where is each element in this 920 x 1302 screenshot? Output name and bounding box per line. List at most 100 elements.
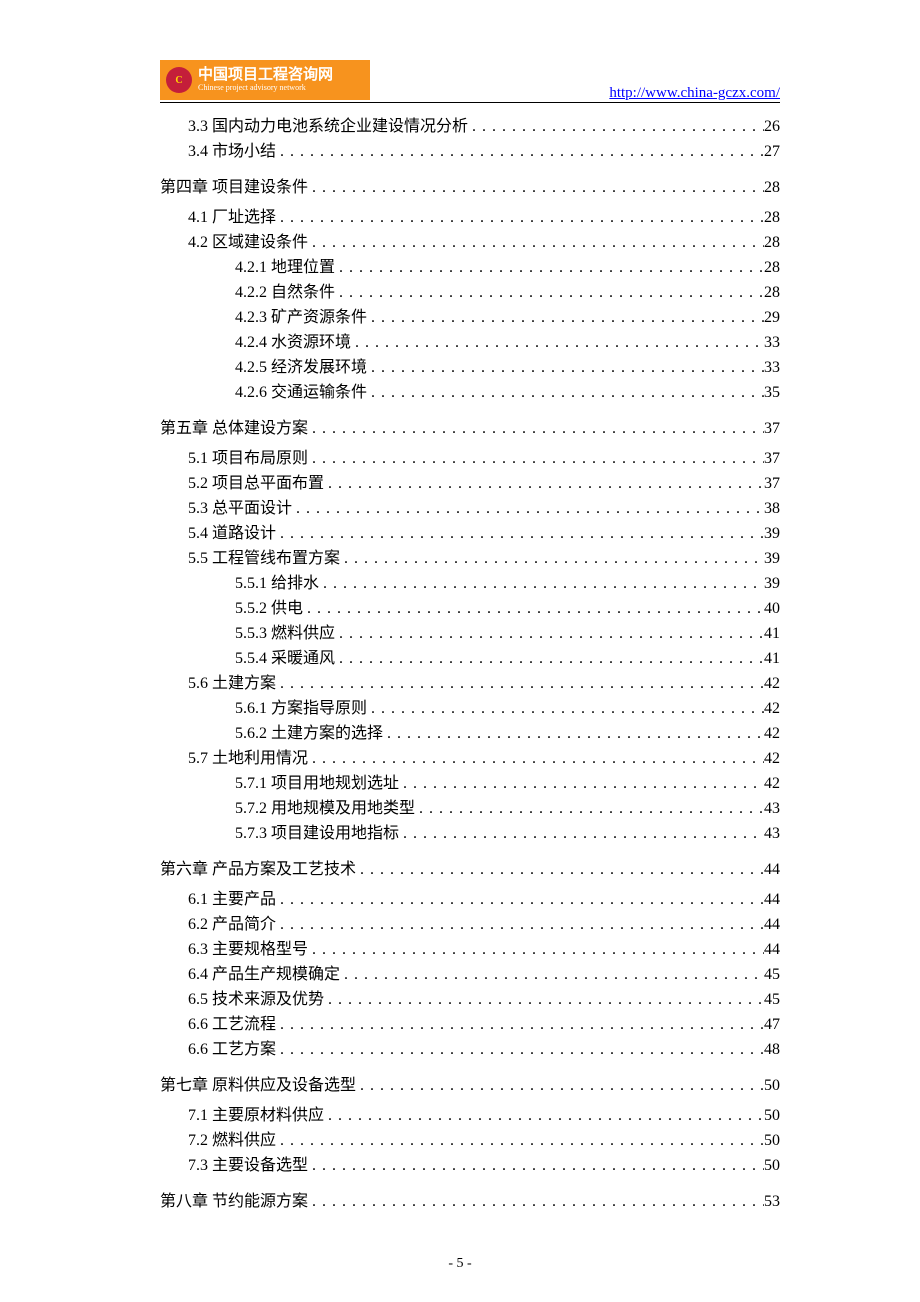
toc-page: 26 <box>764 115 780 139</box>
toc-entry: 5.2 项目总平面布置 . . . . . . . . . . . . . . … <box>160 472 780 496</box>
toc-page: 48 <box>764 1038 780 1062</box>
toc-entry: 第六章 产品方案及工艺技术 . . . . . . . . . . . . . … <box>160 858 780 882</box>
toc-page: 43 <box>764 822 780 846</box>
toc-page: 50 <box>764 1154 780 1178</box>
toc-dots: . . . . . . . . . . . . . . . . . . . . … <box>308 938 764 962</box>
toc-page: 39 <box>764 547 780 571</box>
toc-dots: . . . . . . . . . . . . . . . . . . . . … <box>415 797 764 821</box>
toc-page: 45 <box>764 988 780 1012</box>
toc-label: 4.2 区域建设条件 <box>188 231 308 255</box>
toc-entry: 6.3 主要规格型号 . . . . . . . . . . . . . . .… <box>160 938 780 962</box>
toc-label: 7.1 主要原材料供应 <box>188 1104 324 1128</box>
toc-label: 4.2.4 水资源环境 <box>235 331 351 355</box>
toc-page: 44 <box>764 938 780 962</box>
toc-page: 33 <box>764 331 780 355</box>
toc-dots: . . . . . . . . . . . . . . . . . . . . … <box>351 331 764 355</box>
toc-label: 5.7 土地利用情况 <box>188 747 308 771</box>
toc-dots: . . . . . . . . . . . . . . . . . . . . … <box>324 988 764 1012</box>
toc-dots: . . . . . . . . . . . . . . . . . . . . … <box>356 858 764 882</box>
toc-dots: . . . . . . . . . . . . . . . . . . . . … <box>383 722 764 746</box>
toc-entry: 7.2 燃料供应 . . . . . . . . . . . . . . . .… <box>160 1129 780 1153</box>
toc-entry: 4.2.4 水资源环境 . . . . . . . . . . . . . . … <box>160 331 780 355</box>
toc-page: 47 <box>764 1013 780 1037</box>
toc-entry: 4.2.6 交通运输条件 . . . . . . . . . . . . . .… <box>160 381 780 405</box>
toc-page: 43 <box>764 797 780 821</box>
toc-label: 5.6.1 方案指导原则 <box>235 697 367 721</box>
toc-dots: . . . . . . . . . . . . . . . . . . . . … <box>399 772 764 796</box>
toc-label: 4.2.3 矿产资源条件 <box>235 306 367 330</box>
toc-entry: 第七章 原料供应及设备选型 . . . . . . . . . . . . . … <box>160 1074 780 1098</box>
toc-dots: . . . . . . . . . . . . . . . . . . . . … <box>308 747 764 771</box>
toc-dots: . . . . . . . . . . . . . . . . . . . . … <box>276 672 764 696</box>
toc-page: 29 <box>764 306 780 330</box>
toc-page: 40 <box>764 597 780 621</box>
toc-entry: 4.2.2 自然条件 . . . . . . . . . . . . . . .… <box>160 281 780 305</box>
toc-dots: . . . . . . . . . . . . . . . . . . . . … <box>276 913 764 937</box>
toc-dots: . . . . . . . . . . . . . . . . . . . . … <box>340 547 764 571</box>
toc-label: 6.6 工艺方案 <box>188 1038 276 1062</box>
toc-label: 5.5.4 采暖通风 <box>235 647 335 671</box>
toc-label: 5.5.3 燃料供应 <box>235 622 335 646</box>
toc-page: 28 <box>764 256 780 280</box>
toc-entry: 5.7 土地利用情况 . . . . . . . . . . . . . . .… <box>160 747 780 771</box>
toc-dots: . . . . . . . . . . . . . . . . . . . . … <box>468 115 764 139</box>
toc-entry: 4.2 区域建设条件 . . . . . . . . . . . . . . .… <box>160 231 780 255</box>
logo-text: 中国项目工程咨询网 Chinese project advisory netwo… <box>198 67 333 92</box>
toc-entry: 第八章 节约能源方案 . . . . . . . . . . . . . . .… <box>160 1190 780 1214</box>
toc-dots: . . . . . . . . . . . . . . . . . . . . … <box>319 572 764 596</box>
toc-dots: . . . . . . . . . . . . . . . . . . . . … <box>324 472 764 496</box>
toc-entry: 5.5.4 采暖通风 . . . . . . . . . . . . . . .… <box>160 647 780 671</box>
toc-entry: 5.1 项目布局原则 . . . . . . . . . . . . . . .… <box>160 447 780 471</box>
toc-entry: 4.2.5 经济发展环境 . . . . . . . . . . . . . .… <box>160 356 780 380</box>
toc-entry: 6.6 工艺流程 . . . . . . . . . . . . . . . .… <box>160 1013 780 1037</box>
toc-label: 5.2 项目总平面布置 <box>188 472 324 496</box>
toc-dots: . . . . . . . . . . . . . . . . . . . . … <box>276 522 764 546</box>
toc-label: 第五章 总体建设方案 <box>160 417 308 441</box>
toc-entry: 5.4 道路设计 . . . . . . . . . . . . . . . .… <box>160 522 780 546</box>
toc-label: 5.6 土建方案 <box>188 672 276 696</box>
toc-label: 6.3 主要规格型号 <box>188 938 308 962</box>
toc-label: 5.5.2 供电 <box>235 597 303 621</box>
toc-dots: . . . . . . . . . . . . . . . . . . . . … <box>367 306 764 330</box>
toc-entry: 7.3 主要设备选型 . . . . . . . . . . . . . . .… <box>160 1154 780 1178</box>
toc-label: 5.5.1 给排水 <box>235 572 319 596</box>
toc-label: 6.6 工艺流程 <box>188 1013 276 1037</box>
toc-dots: . . . . . . . . . . . . . . . . . . . . … <box>276 1013 764 1037</box>
toc-label: 5.3 总平面设计 <box>188 497 292 521</box>
toc-entry: 7.1 主要原材料供应 . . . . . . . . . . . . . . … <box>160 1104 780 1128</box>
toc-page: 42 <box>764 747 780 771</box>
toc-page: 41 <box>764 622 780 646</box>
toc-label: 7.2 燃料供应 <box>188 1129 276 1153</box>
toc-dots: . . . . . . . . . . . . . . . . . . . . … <box>276 888 764 912</box>
toc-page: 37 <box>764 472 780 496</box>
toc-entry: 5.7.3 项目建设用地指标 . . . . . . . . . . . . .… <box>160 822 780 846</box>
toc-page: 41 <box>764 647 780 671</box>
toc-dots: . . . . . . . . . . . . . . . . . . . . … <box>276 1129 764 1153</box>
toc-label: 5.6.2 土建方案的选择 <box>235 722 383 746</box>
header-divider <box>160 102 780 103</box>
logo-sub-text: Chinese project advisory network <box>198 84 333 93</box>
toc-page: 39 <box>764 522 780 546</box>
toc-entry: 6.2 产品简介 . . . . . . . . . . . . . . . .… <box>160 913 780 937</box>
header-url-link[interactable]: http://www.china-gczx.com/ <box>609 85 780 102</box>
toc-entry: 5.5.3 燃料供应 . . . . . . . . . . . . . . .… <box>160 622 780 646</box>
toc-entry: 3.4 市场小结 . . . . . . . . . . . . . . . .… <box>160 140 780 164</box>
toc-entry: 6.4 产品生产规模确定 . . . . . . . . . . . . . .… <box>160 963 780 987</box>
toc-page: 28 <box>764 231 780 255</box>
toc-entry: 3.3 国内动力电池系统企业建设情况分析 . . . . . . . . . .… <box>160 115 780 139</box>
toc-dots: . . . . . . . . . . . . . . . . . . . . … <box>367 356 764 380</box>
header-logo: C 中国项目工程咨询网 Chinese project advisory net… <box>160 60 370 100</box>
toc-page: 44 <box>764 913 780 937</box>
toc-dots: . . . . . . . . . . . . . . . . . . . . … <box>340 963 764 987</box>
toc-dots: . . . . . . . . . . . . . . . . . . . . … <box>399 822 764 846</box>
toc-page: 53 <box>764 1190 780 1214</box>
toc-label: 4.1 厂址选择 <box>188 206 276 230</box>
toc-entry: 5.5 工程管线布置方案 . . . . . . . . . . . . . .… <box>160 547 780 571</box>
toc-dots: . . . . . . . . . . . . . . . . . . . . … <box>324 1104 764 1128</box>
toc-dots: . . . . . . . . . . . . . . . . . . . . … <box>356 1074 764 1098</box>
toc-entry: 5.5.2 供电 . . . . . . . . . . . . . . . .… <box>160 597 780 621</box>
toc-page: 28 <box>764 281 780 305</box>
toc-page: 44 <box>764 888 780 912</box>
toc-label: 4.2.6 交通运输条件 <box>235 381 367 405</box>
toc-page: 50 <box>764 1129 780 1153</box>
